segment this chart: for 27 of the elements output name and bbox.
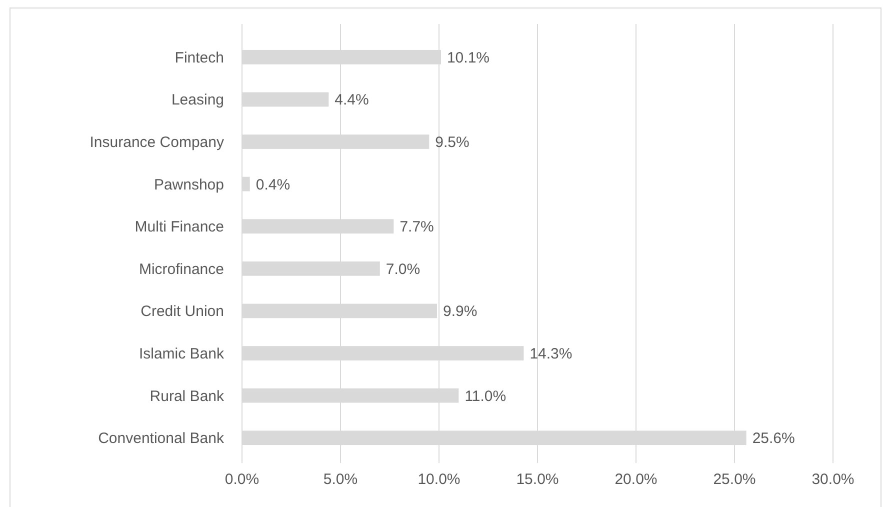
data-label: 9.9% <box>443 303 478 320</box>
data-label: 25.6% <box>752 430 795 448</box>
y-tick-label: Multi Finance <box>134 218 224 236</box>
y-tick-label: Islamic Bank <box>138 346 224 362</box>
x-tick-label: 30.0% <box>812 471 854 488</box>
x-tick-label: 0.0% <box>224 471 260 488</box>
y-tick-label: Leasing <box>171 92 224 109</box>
y-tick-label: Rural Bank <box>150 388 224 405</box>
data-label: 11.0% <box>464 388 506 405</box>
y-tick-label: Fintech <box>174 49 224 66</box>
x-tick-label: 10.0% <box>418 471 460 488</box>
data-label: 7.7% <box>400 218 434 236</box>
data-label: 0.4% <box>256 176 290 194</box>
data-label: 10.1% <box>446 49 490 66</box>
y-tick-label: Insurance Company <box>90 134 224 151</box>
y-tick-label: Pawnshop <box>154 176 224 194</box>
y-tick-label: Microfinance <box>138 260 224 278</box>
x-tick-label: 20.0% <box>614 471 658 488</box>
data-label: 4.4% <box>334 92 369 109</box>
x-tick-label: 25.0% <box>713 471 756 488</box>
data-label: 14.3% <box>530 346 572 362</box>
x-tick-label: 5.0% <box>323 471 358 488</box>
y-tick-label: Credit Union <box>140 303 224 320</box>
y-tick-label: Conventional Bank <box>98 430 224 448</box>
data-label: 9.5% <box>435 134 470 151</box>
data-label: 7.0% <box>386 260 420 278</box>
x-tick-label: 15.0% <box>516 471 559 488</box>
